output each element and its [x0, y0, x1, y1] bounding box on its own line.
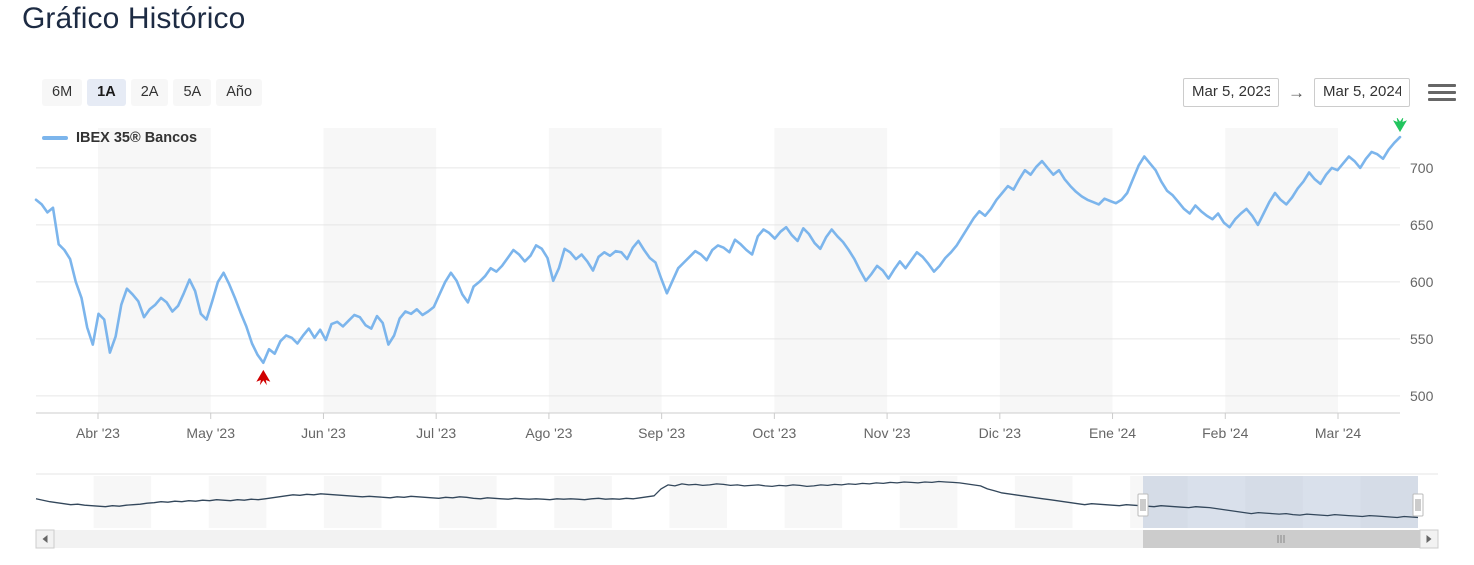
x-axis-tick-label: Jul '23: [416, 425, 456, 441]
menu-bar-3: [1428, 98, 1456, 101]
x-axis-labels: Abr '23 May '23 Jun '23 Jul '23 Ago '23 Sep '…: [76, 425, 1361, 441]
y-axis-tick-label: 650: [1410, 217, 1434, 233]
y-axis-labels: 500 550 600 650 700: [1410, 160, 1434, 404]
x-axis-tick-label: Oct '23: [752, 425, 796, 441]
y-axis-tick-label: 500: [1410, 388, 1434, 404]
page-title: Gráfico Histórico: [22, 2, 246, 35]
navigator-series-line: [35, 480, 1419, 519]
x-axis-tick-label: Ago '23: [525, 425, 572, 441]
navigator-scrollbar[interactable]: [35, 529, 1439, 549]
menu-bar-1: [1428, 84, 1456, 87]
range-selector: 6M 1A 2A 5A Año: [42, 79, 263, 106]
x-axis-ticks: [97, 413, 1339, 419]
x-axis-tick-label: Feb '24: [1202, 425, 1248, 441]
y-axis-tick-label: 700: [1410, 160, 1434, 176]
navigator-scrollbar-track[interactable]: [36, 530, 1438, 548]
range-button-2a[interactable]: 2A: [130, 79, 169, 106]
high-marker-icon[interactable]: [1393, 118, 1407, 133]
navigator-handle-right[interactable]: [1412, 493, 1424, 517]
y-axis-tick-label: 600: [1410, 274, 1434, 290]
navigator-svg: [35, 473, 1439, 549]
chart-legend[interactable]: IBEX 35® Bancos: [42, 130, 197, 146]
series-line-ibex35-bancos: [34, 135, 1402, 365]
menu-bar-2: [1428, 91, 1456, 94]
x-axis-tick-label: Mar '24: [1315, 425, 1361, 441]
x-axis-tick-label: May '23: [186, 425, 235, 441]
x-axis-tick-label: Dic '23: [979, 425, 1022, 441]
range-button-6m[interactable]: 6M: [42, 79, 83, 106]
x-axis-tick-label: Sep '23: [638, 425, 685, 441]
x-axis-tick-label: Ene '24: [1089, 425, 1136, 441]
navigator-handle-left[interactable]: [1137, 493, 1149, 517]
range-button-ano[interactable]: Año: [216, 79, 263, 106]
legend-series-label: IBEX 35® Bancos: [76, 130, 198, 146]
navigator-selection-region[interactable]: [1143, 476, 1418, 528]
main-chart[interactable]: IBEX 35® Bancos 500 550 600 650 700 Abr '23 M…: [0, 118, 1474, 458]
date-to-input[interactable]: [1314, 78, 1410, 107]
x-axis-tick-label: Abr '23: [76, 425, 120, 441]
navigator-handles[interactable]: [1137, 493, 1424, 517]
y-axis-tick-label: 550: [1410, 331, 1434, 347]
scroll-right-arrow-icon[interactable]: [1426, 535, 1432, 543]
range-button-1a[interactable]: 1A: [87, 79, 126, 106]
grid-lines: [36, 167, 1400, 414]
x-axis-tick-label: Nov '23: [864, 425, 911, 441]
x-axis-tick-label: Jun '23: [301, 425, 346, 441]
range-button-5a[interactable]: 5A: [173, 79, 212, 106]
plot-bands: [98, 128, 1338, 413]
low-marker-icon[interactable]: [256, 369, 271, 386]
date-range-controls: →: [1183, 78, 1456, 107]
hamburger-menu-icon[interactable]: [1428, 81, 1456, 105]
chart-navigator[interactable]: [0, 468, 1474, 558]
date-from-input[interactable]: [1183, 78, 1279, 107]
chart-annotations[interactable]: [256, 118, 1407, 386]
range-arrow-icon: →: [1288, 82, 1305, 102]
chart-svg: 500 550 600 650 700 Abr '23 May '23 Jun '23 Jul…: [34, 118, 1434, 441]
legend-color-swatch: [42, 136, 68, 140]
scroll-left-arrow-icon[interactable]: [42, 535, 48, 543]
